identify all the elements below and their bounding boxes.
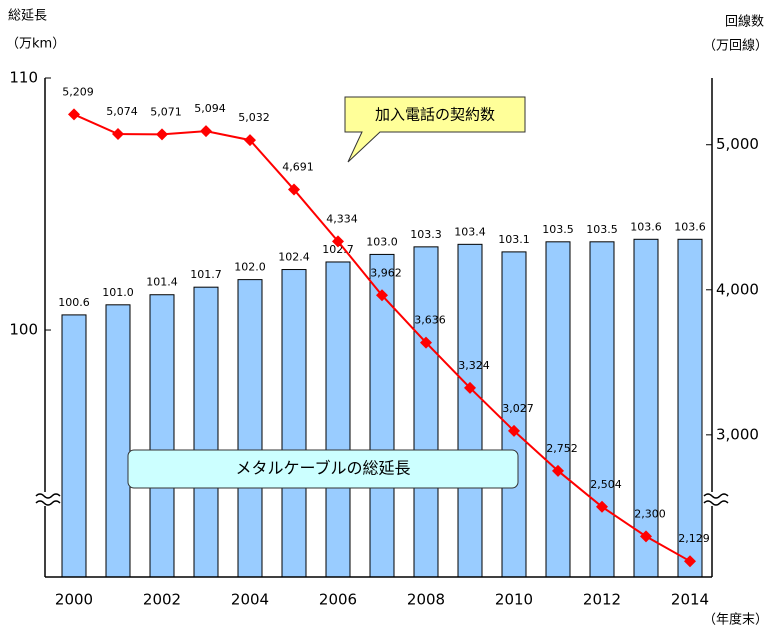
line-marker <box>112 127 124 140</box>
line-marker <box>464 381 476 394</box>
bar-value-label: 102.0 <box>234 261 266 274</box>
bar <box>501 251 527 578</box>
line-value-label: 5,032 <box>238 111 270 124</box>
y-tick-label: 110 <box>9 69 38 87</box>
y-tick-label: 100 <box>9 321 38 339</box>
line-marker <box>200 125 212 138</box>
line-value-label: 2,504 <box>590 478 622 491</box>
bar-value-label: 103.4 <box>454 225 486 238</box>
y2-tick-label: 5,000 <box>716 135 759 153</box>
x-tick-label: 2012 <box>583 591 621 609</box>
line-marker <box>552 464 564 477</box>
y-axis-title: 総延長 <box>8 9 47 24</box>
line-value-label: 2,752 <box>546 442 578 455</box>
axis-break <box>35 493 61 506</box>
line-marker <box>244 134 256 147</box>
bar <box>105 304 131 578</box>
line-value-label: 5,074 <box>106 105 138 118</box>
line-value-label: 2,300 <box>634 507 666 520</box>
line-value-label: 2,129 <box>678 532 710 545</box>
y2-tick-label: 4,000 <box>716 280 759 298</box>
axis-break-gap <box>38 492 54 506</box>
line-value-label: 3,027 <box>502 402 534 415</box>
line-marker <box>376 289 388 302</box>
bar-value-label: 102.4 <box>278 251 310 264</box>
x-tick-label: 2000 <box>55 591 93 609</box>
y2-tick-label: 3,000 <box>716 425 759 443</box>
callout-box <box>127 449 519 489</box>
line-value-label: 5,209 <box>62 85 94 98</box>
x-tick-label: 2006 <box>319 591 357 609</box>
bar-value-label: 103.6 <box>674 220 706 233</box>
bar-value-label: 103.1 <box>498 233 530 246</box>
bar <box>545 241 571 578</box>
bar <box>237 279 263 578</box>
bar-value-label: 101.4 <box>146 276 178 289</box>
bar-value-label: 103.0 <box>366 235 398 248</box>
bar-value-label: 103.5 <box>586 223 618 236</box>
bar <box>633 238 659 578</box>
line-marker <box>420 336 432 349</box>
x-tick-label: 2008 <box>407 591 445 609</box>
x-tick-label: 2004 <box>231 591 269 609</box>
bar <box>193 286 219 578</box>
axis-break <box>703 493 729 506</box>
axis-break-gap <box>704 492 720 506</box>
axes <box>35 78 729 578</box>
bar-value-label: 102.7 <box>322 243 354 256</box>
line-value-label: 3,962 <box>370 266 402 279</box>
bar-value-label: 103.6 <box>630 220 662 233</box>
bar-value-label: 101.0 <box>102 286 134 299</box>
line-marker <box>332 235 344 248</box>
bar <box>413 246 439 578</box>
bar <box>369 253 395 578</box>
line-value-label: 3,636 <box>414 314 446 327</box>
x-tick-label: 2014 <box>671 591 709 609</box>
line-marker <box>68 108 80 121</box>
x-tick-label: 2010 <box>495 591 533 609</box>
y-axis-unit: （万km） <box>6 37 65 52</box>
line-value-label: 5,071 <box>150 105 182 118</box>
callout-label: 加入電話の契約数 <box>375 106 495 124</box>
bar-value-label: 103.3 <box>410 228 442 241</box>
line-value-label: 3,324 <box>458 359 490 372</box>
bar <box>281 269 307 578</box>
line-marker <box>596 500 608 513</box>
bar-value-label: 103.5 <box>542 223 574 236</box>
line-value-label: 4,691 <box>282 161 314 174</box>
bar <box>61 314 87 578</box>
x-axis-title: （年度末） <box>703 612 768 628</box>
bar <box>325 261 351 578</box>
y2-axis-unit: （万回線） <box>703 38 768 54</box>
bar-value-label: 101.7 <box>190 268 222 281</box>
plot-area <box>61 238 703 578</box>
line-marker <box>288 183 300 196</box>
bar-value-label: 100.6 <box>58 296 90 309</box>
line-marker <box>684 555 696 568</box>
bar <box>677 238 703 578</box>
bar <box>149 294 175 578</box>
line-value-label: 5,094 <box>194 102 226 115</box>
x-tick-label: 2002 <box>143 591 181 609</box>
line-marker <box>640 530 652 543</box>
bar <box>589 241 615 578</box>
line-marker <box>156 128 168 141</box>
callout-box <box>344 96 526 163</box>
callout-label: メタルケーブルの総延長 <box>235 459 410 478</box>
line-value-label: 4,334 <box>326 212 358 225</box>
y2-axis-title: 回線数 <box>725 14 764 30</box>
line-marker <box>508 424 520 437</box>
bar <box>457 243 483 578</box>
